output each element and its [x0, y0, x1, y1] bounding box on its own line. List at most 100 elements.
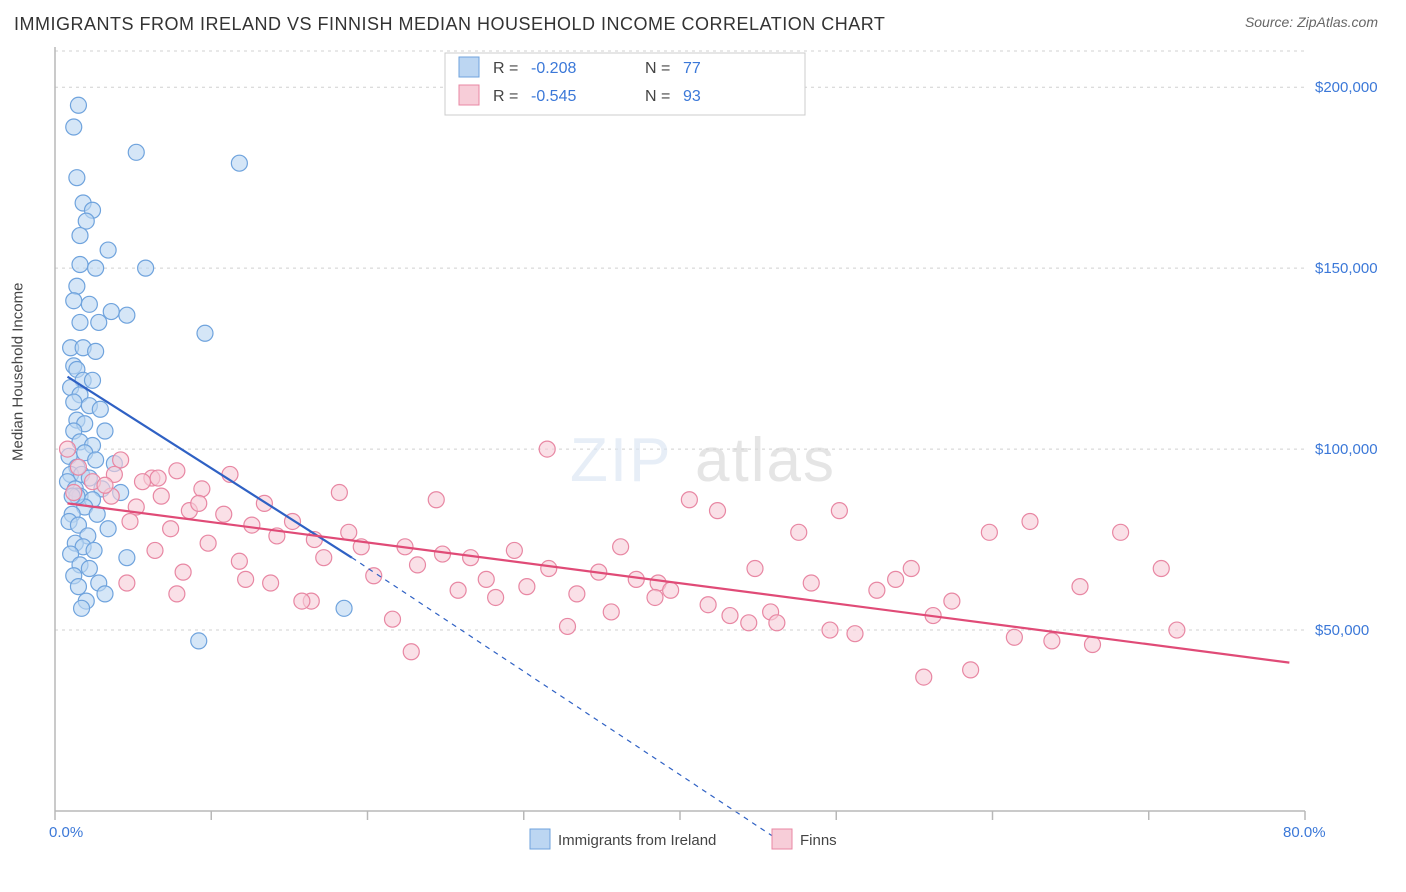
data-point — [1072, 579, 1088, 595]
data-point — [981, 524, 997, 540]
data-point — [822, 622, 838, 638]
data-point — [88, 260, 104, 276]
data-point — [103, 304, 119, 320]
data-point — [1044, 633, 1060, 649]
scatter-chart: $50,000$100,000$150,000$200,000ZIPatlas0… — [0, 41, 1406, 871]
legend-n-value: 77 — [683, 60, 701, 77]
data-point — [72, 257, 88, 273]
legend-r-label: R = — [493, 88, 518, 105]
data-point — [119, 575, 135, 591]
data-point — [66, 293, 82, 309]
y-tick-label: $150,000 — [1315, 260, 1378, 277]
data-point — [831, 503, 847, 519]
y-axis-title: Median Household Income — [10, 283, 27, 461]
data-point — [66, 394, 82, 410]
data-point — [97, 586, 113, 602]
data-point — [1169, 622, 1185, 638]
data-point — [613, 539, 629, 555]
data-point — [78, 213, 94, 229]
data-point — [66, 119, 82, 135]
data-point — [138, 260, 154, 276]
data-point — [150, 470, 166, 486]
data-point — [163, 521, 179, 537]
data-point — [72, 228, 88, 244]
legend-swatch — [459, 57, 479, 77]
x-max-label: 80.0% — [1283, 824, 1326, 841]
data-point — [119, 307, 135, 323]
data-point — [119, 550, 135, 566]
legend-swatch — [530, 829, 550, 849]
data-point — [263, 575, 279, 591]
data-point — [113, 452, 129, 468]
data-point — [91, 314, 107, 330]
data-point — [539, 441, 555, 457]
data-point — [747, 561, 763, 577]
data-point — [86, 542, 102, 558]
legend-swatch — [772, 829, 792, 849]
data-point — [488, 589, 504, 605]
trend-line-extension — [352, 558, 790, 848]
data-point — [69, 170, 85, 186]
data-point — [1006, 629, 1022, 645]
legend-r-value: -0.545 — [531, 88, 576, 105]
data-point — [97, 477, 113, 493]
chart-container: Median Household Income $50,000 $100,000 $… — [0, 41, 1406, 861]
data-point — [69, 278, 85, 294]
watermark: atlas — [695, 426, 836, 495]
data-point — [175, 564, 191, 580]
data-point — [741, 615, 757, 631]
data-point — [72, 314, 88, 330]
chart-title: IMMIGRANTS FROM IRELAND VS FINNISH MEDIA… — [14, 14, 885, 35]
data-point — [1022, 513, 1038, 529]
data-point — [194, 481, 210, 497]
data-point — [88, 343, 104, 359]
series-legend-label: Immigrants from Ireland — [558, 832, 716, 849]
y-tick-label: $50,000 — [1315, 622, 1369, 639]
data-point — [663, 582, 679, 598]
data-point — [70, 579, 86, 595]
data-point — [963, 662, 979, 678]
data-point — [244, 517, 260, 533]
data-point — [869, 582, 885, 598]
data-point — [560, 618, 576, 634]
data-point — [70, 97, 86, 113]
data-point — [135, 474, 151, 490]
legend-r-value: -0.208 — [531, 60, 576, 77]
data-point — [169, 463, 185, 479]
x-min-label: 0.0% — [49, 824, 83, 841]
data-point — [647, 589, 663, 605]
chart-source: Source: ZipAtlas.com — [1245, 14, 1378, 32]
data-point — [97, 423, 113, 439]
data-point — [1153, 561, 1169, 577]
data-point — [216, 506, 232, 522]
data-point — [88, 452, 104, 468]
series-legend-label: Finns — [800, 832, 837, 849]
legend-n-label: N = — [645, 88, 670, 105]
data-point — [506, 542, 522, 558]
data-point — [169, 586, 185, 602]
data-point — [1085, 637, 1101, 653]
data-point — [450, 582, 466, 598]
watermark: ZIP — [570, 426, 672, 495]
data-point — [81, 296, 97, 312]
data-point — [769, 615, 785, 631]
data-point — [341, 524, 357, 540]
data-point — [916, 669, 932, 685]
legend-n-label: N = — [645, 60, 670, 77]
data-point — [700, 597, 716, 613]
data-point — [191, 633, 207, 649]
data-point — [628, 571, 644, 587]
legend-swatch — [459, 85, 479, 105]
data-point — [403, 644, 419, 660]
data-point — [847, 626, 863, 642]
data-point — [410, 557, 426, 573]
data-point — [147, 542, 163, 558]
data-point — [541, 561, 557, 577]
data-point — [92, 401, 108, 417]
data-point — [428, 492, 444, 508]
data-point — [200, 535, 216, 551]
y-tick-label: $100,000 — [1315, 441, 1378, 458]
data-point — [100, 521, 116, 537]
data-point — [60, 441, 76, 457]
data-point — [944, 593, 960, 609]
